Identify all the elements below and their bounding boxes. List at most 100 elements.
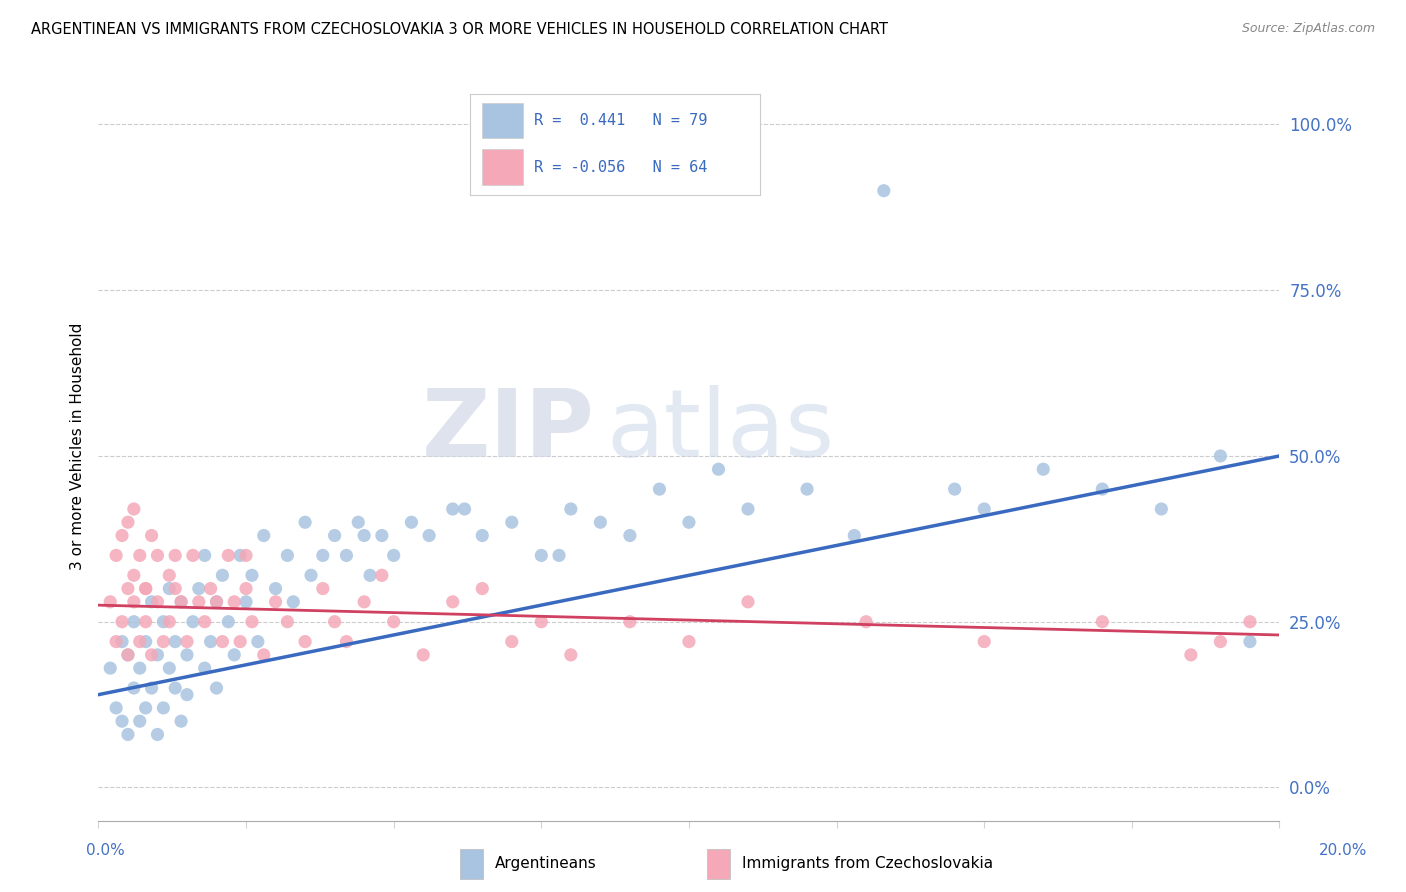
Point	[235, 595, 257, 609]
Point	[170, 714, 193, 728]
Point	[560, 648, 582, 662]
Point	[128, 549, 150, 563]
Point	[678, 634, 700, 648]
Point	[111, 528, 134, 542]
Point	[135, 582, 157, 596]
Point	[217, 615, 239, 629]
Point	[371, 568, 394, 582]
Point	[105, 549, 128, 563]
Point	[246, 634, 269, 648]
Point	[146, 727, 169, 741]
Point	[165, 634, 187, 648]
Text: 0.0%: 0.0%	[86, 843, 125, 858]
Point	[117, 515, 139, 529]
Point	[253, 648, 276, 662]
Point	[371, 528, 394, 542]
Point	[1239, 615, 1261, 629]
Point	[128, 714, 150, 728]
Point	[323, 528, 346, 542]
Point	[122, 615, 145, 629]
Point	[170, 595, 193, 609]
Point	[619, 528, 641, 542]
Text: Argentineans: Argentineans	[495, 855, 596, 871]
Point	[323, 615, 346, 629]
Point	[648, 482, 671, 496]
Point	[382, 615, 405, 629]
Point	[194, 549, 217, 563]
Point	[200, 634, 222, 648]
Point	[501, 515, 523, 529]
Bar	[707, 849, 731, 880]
Point	[122, 502, 145, 516]
Point	[105, 634, 128, 648]
Point	[141, 595, 163, 609]
Point	[141, 681, 163, 695]
Point	[111, 615, 134, 629]
Point	[276, 615, 298, 629]
Point	[973, 634, 995, 648]
Y-axis label: 3 or more Vehicles in Household: 3 or more Vehicles in Household	[69, 322, 84, 570]
Point	[560, 502, 582, 516]
Point	[157, 615, 180, 629]
Point	[253, 528, 276, 542]
Point	[294, 634, 316, 648]
Point	[170, 595, 193, 609]
Point	[844, 528, 866, 542]
Point	[200, 582, 222, 596]
Point	[707, 462, 730, 476]
Point	[117, 648, 139, 662]
Point	[276, 549, 298, 563]
Point	[299, 568, 322, 582]
Point	[122, 681, 145, 695]
Point	[548, 549, 571, 563]
Point	[347, 515, 370, 529]
Point	[98, 661, 121, 675]
Point	[235, 549, 257, 563]
Point	[117, 727, 139, 741]
Point	[335, 549, 357, 563]
Text: atlas: atlas	[606, 385, 835, 477]
Point	[152, 701, 174, 715]
Point	[176, 648, 198, 662]
Point	[211, 634, 233, 648]
Point	[141, 528, 163, 542]
Point	[678, 515, 700, 529]
Point	[619, 615, 641, 629]
Point	[146, 595, 169, 609]
Point	[146, 648, 169, 662]
Point	[530, 615, 553, 629]
Point	[205, 595, 228, 609]
Point	[737, 595, 759, 609]
Point	[98, 595, 121, 609]
Point	[453, 502, 475, 516]
Point	[122, 595, 145, 609]
Point	[943, 482, 966, 496]
Point	[128, 661, 150, 675]
Point	[418, 528, 440, 542]
Point	[359, 568, 381, 582]
Point	[312, 549, 335, 563]
Point	[187, 582, 209, 596]
Text: Immigrants from Czechoslovakia: Immigrants from Czechoslovakia	[742, 855, 993, 871]
Bar	[460, 849, 484, 880]
Point	[229, 549, 252, 563]
Point	[855, 615, 877, 629]
Point	[1209, 634, 1232, 648]
Point	[165, 582, 187, 596]
Point	[973, 502, 995, 516]
Point	[135, 701, 157, 715]
Point	[240, 615, 263, 629]
Point	[294, 515, 316, 529]
Point	[1150, 502, 1173, 516]
Point	[165, 681, 187, 695]
Point	[412, 648, 434, 662]
Point	[530, 549, 553, 563]
Point	[353, 528, 375, 542]
Point	[157, 661, 180, 675]
Point	[1239, 634, 1261, 648]
Point	[217, 549, 239, 563]
Point	[1091, 615, 1114, 629]
Point	[176, 634, 198, 648]
Point	[1180, 648, 1202, 662]
Point	[194, 615, 217, 629]
